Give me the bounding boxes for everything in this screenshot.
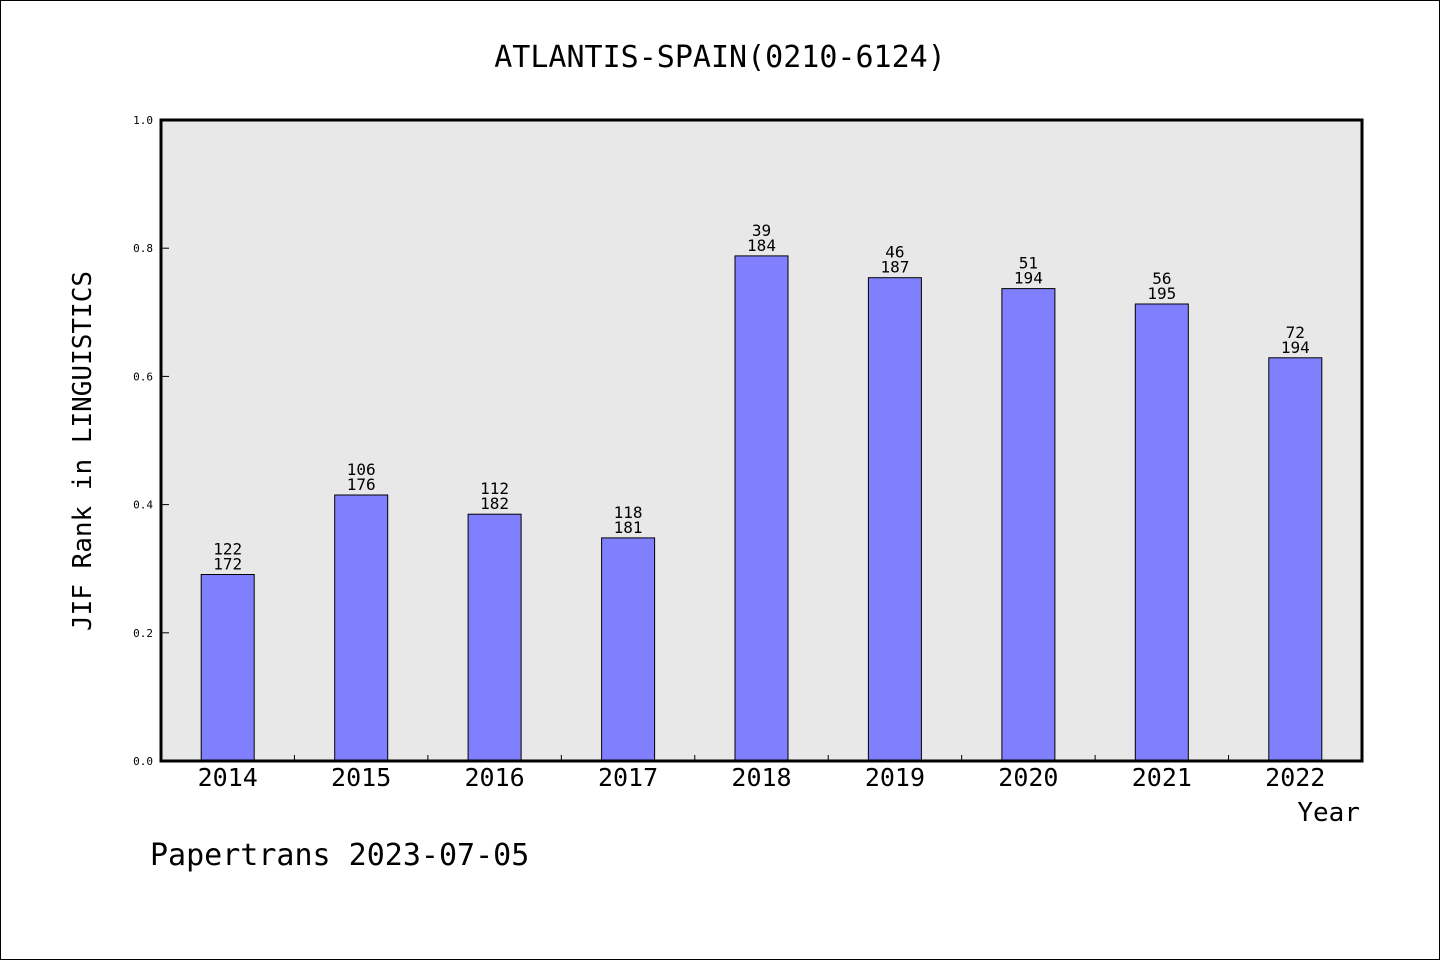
y-axis-ticks: 0.0 0.2 0.4 0.6 0.8 1.0 [133,114,169,768]
bar-total-label-2018: 184 [747,236,776,255]
y-tick-label-0.2: 0.2 [133,627,153,640]
x-tick-label-2018: 2018 [731,763,791,792]
bar-rank-label-2020: 51 [1019,254,1038,273]
plot-border [159,118,1364,763]
bar-total-label-2021: 195 [1147,284,1176,303]
footer-credit: Papertrans 2023-07-05 [150,838,529,873]
bar-rank-label-2019: 46 [885,243,904,262]
y-tick-label-0.4: 0.4 [133,499,153,512]
bar-total-label-2017: 181 [614,518,643,537]
y-tick-label-1.0: 1.0 [133,114,153,127]
x-tick-label-2020: 2020 [998,763,1058,792]
bar-rank-label-2014: 122 [213,540,242,559]
bar-2015 [334,494,389,762]
bar-2020 [1001,288,1056,762]
bar-2016 [467,513,522,762]
x-tick-label-2022: 2022 [1265,763,1325,792]
bar-total-label-2015: 176 [347,475,376,494]
bar-total-label-2019: 187 [880,258,909,277]
bar-rank-label-2016: 112 [480,479,509,498]
y-tick-label-0.6: 0.6 [133,370,153,383]
bar-2021 [1134,303,1189,762]
x-tick-label-2019: 2019 [865,763,925,792]
y-tick-label-0.8: 0.8 [133,242,153,255]
x-tick-label-2017: 2017 [598,763,658,792]
bar-2019 [867,277,922,762]
x-tick-label-2016: 2016 [465,763,525,792]
bar-total-label-2022: 194 [1281,338,1310,357]
y-tick-label-0.0: 0.0 [133,755,153,768]
bar-rank-label-2015: 106 [347,460,376,479]
bar-rank-label-2017: 118 [614,503,643,522]
x-tick-label-2021: 2021 [1132,763,1192,792]
x-tick-label-2015: 2015 [331,763,391,792]
bar-total-label-2014: 172 [213,555,242,574]
bar-rank-label-2022: 72 [1286,323,1305,342]
bar-rank-label-2021: 56 [1152,269,1171,288]
bar-total-label-2020: 194 [1014,269,1043,288]
x-axis-ticks: 2014 2015 2016 2017 2018 2019 2020 2021 2022 [198,755,1325,792]
bar-total-label-2016: 182 [480,494,509,513]
bar-2022 [1268,357,1323,762]
x-axis-label: Year [1297,798,1360,828]
x-tick-label-2014: 2014 [198,763,258,792]
y-axis-label: JIF Rank in LINGUISTICS [68,271,98,631]
bar-2017 [601,537,656,762]
chart-title: ATLANTIS-SPAIN(0210-6124) [494,40,946,75]
bar-rank-label-2018: 39 [752,221,771,240]
bar-2018 [734,255,789,762]
bar-2014 [200,574,255,762]
